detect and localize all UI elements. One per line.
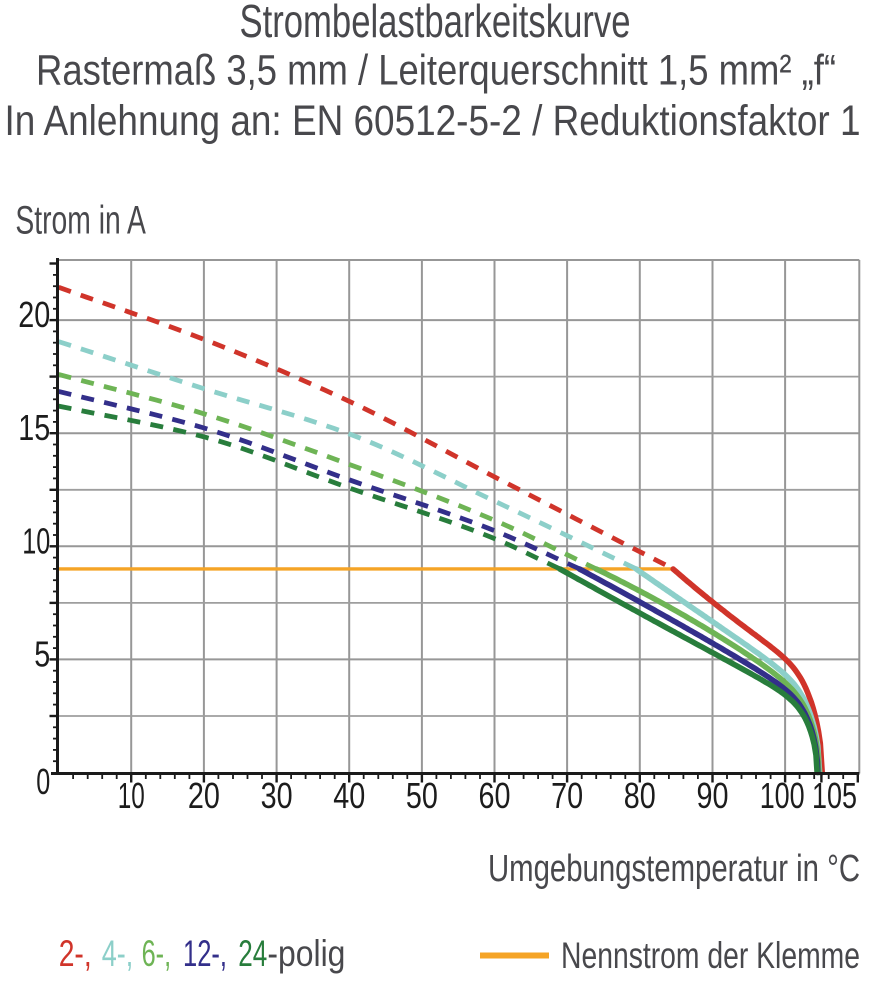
svg-text:80: 80	[624, 775, 656, 816]
svg-text:20: 20	[188, 775, 220, 816]
svg-text:Nennstrom der Klemme: Nennstrom der Klemme	[561, 935, 860, 976]
svg-text:50: 50	[406, 775, 438, 816]
svg-text:60: 60	[479, 775, 511, 816]
svg-text:10: 10	[22, 520, 50, 561]
svg-text:2-,: 2-,	[59, 933, 92, 974]
svg-text:100: 100	[760, 775, 805, 816]
svg-text:Strombelastbarkeitskurve: Strombelastbarkeitskurve	[240, 0, 631, 47]
svg-text:5: 5	[34, 633, 50, 674]
svg-text:40: 40	[333, 775, 365, 816]
svg-text:12-,: 12-,	[183, 933, 227, 974]
svg-text:90: 90	[697, 775, 729, 816]
svg-text:In Anlehnung an: EN 60512-5-2: In Anlehnung an: EN 60512-5-2 / Reduktio…	[5, 97, 861, 145]
svg-text:6-,: 6-,	[142, 933, 172, 974]
svg-text:-polig: -polig	[267, 933, 345, 974]
svg-text:15: 15	[18, 407, 50, 448]
svg-text:10: 10	[118, 775, 145, 816]
svg-text:Rastermaß 3,5 mm / Leiterquers: Rastermaß 3,5 mm / Leiterquerschnitt 1,5…	[36, 47, 836, 95]
svg-text:20: 20	[18, 294, 50, 335]
svg-text:Umgebungstemperatur in °C: Umgebungstemperatur in °C	[488, 848, 860, 890]
svg-text:105: 105	[812, 775, 857, 816]
svg-text:30: 30	[261, 775, 293, 816]
svg-text:0: 0	[36, 761, 50, 802]
svg-text:70: 70	[551, 775, 583, 816]
svg-text:Strom in A: Strom in A	[15, 199, 146, 243]
svg-text:24: 24	[238, 933, 267, 974]
svg-text:4-,: 4-,	[102, 933, 134, 974]
